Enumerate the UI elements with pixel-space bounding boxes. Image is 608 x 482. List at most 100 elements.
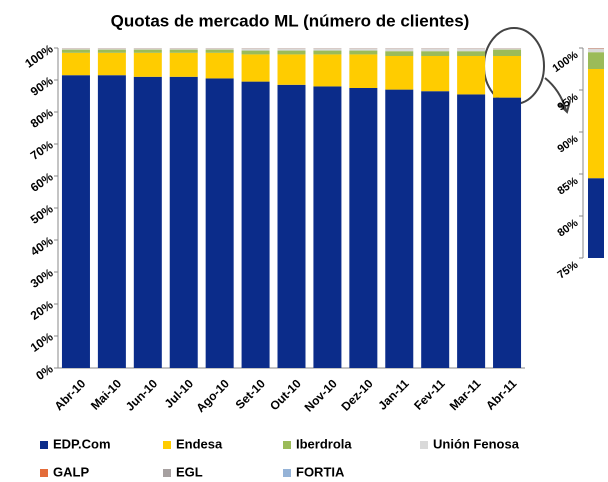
legend-label: Unión Fenosa xyxy=(433,436,520,451)
y-tick-label: 30% xyxy=(28,265,56,290)
x-tick-label: Jan-11 xyxy=(375,376,412,413)
bar-segment xyxy=(349,88,378,368)
bar-segment xyxy=(169,52,198,77)
bar-segment xyxy=(61,49,90,53)
bar-segment xyxy=(421,91,450,368)
bar-segment xyxy=(349,50,378,55)
bar-segment xyxy=(457,48,486,52)
bar-segment xyxy=(205,52,234,79)
inset-y-tick-label: 90% xyxy=(555,133,580,156)
inset-bar-segment xyxy=(588,52,604,69)
legend-swatch xyxy=(163,441,171,449)
inset-y-tick-label: 80% xyxy=(555,217,580,240)
legend-swatch xyxy=(40,441,48,449)
bar-segment xyxy=(457,51,486,56)
bar-segment xyxy=(133,52,162,77)
legend-swatch xyxy=(283,469,291,477)
x-tick-label: Mai-10 xyxy=(88,376,125,413)
bar-segment xyxy=(385,56,414,90)
y-tick-label: 80% xyxy=(28,105,56,130)
bar-segment xyxy=(97,52,126,76)
bar-segment xyxy=(313,86,342,369)
bar-segment xyxy=(313,54,342,87)
bar-segment xyxy=(277,84,306,369)
bar-segment xyxy=(241,50,270,55)
bar-segment xyxy=(421,56,450,92)
inset-bar-segment xyxy=(588,69,604,179)
x-tick-label: Nov-10 xyxy=(302,376,340,414)
inset-bar-segment xyxy=(588,178,604,258)
bar-segment xyxy=(169,49,198,53)
x-tick-label: Jul-10 xyxy=(162,376,197,411)
bar-segment xyxy=(493,49,522,56)
bar-segment xyxy=(421,51,450,56)
x-tick-label: Abr-10 xyxy=(52,376,89,413)
bar-segment xyxy=(493,97,522,368)
x-tick-label: Jun-10 xyxy=(123,376,160,413)
bar-segment xyxy=(241,54,270,82)
legend-swatch xyxy=(420,441,428,449)
legend-label: EGL xyxy=(176,464,203,479)
inset-y-tick-label: 100% xyxy=(550,49,580,75)
bar-segment xyxy=(277,54,306,85)
inset-y-tick-label: 85% xyxy=(555,175,580,198)
bar-segment xyxy=(205,78,234,369)
y-tick-label: 0% xyxy=(33,361,56,383)
bar-segment xyxy=(421,48,450,52)
legend-label: GALP xyxy=(53,464,89,479)
bar-segment xyxy=(385,89,414,368)
y-tick-label: 20% xyxy=(28,297,56,322)
bar-segment xyxy=(169,48,198,50)
bar-segment xyxy=(133,76,162,369)
zoom-arrow xyxy=(544,77,567,111)
x-tick-label: Abr-11 xyxy=(483,376,520,413)
x-tick-label: Set-10 xyxy=(233,376,269,412)
bar-segment xyxy=(493,56,522,98)
legend-swatch xyxy=(40,469,48,477)
bar-segment xyxy=(349,54,378,88)
bar-segment xyxy=(133,49,162,53)
bar-segment xyxy=(61,75,90,368)
bar-segment xyxy=(241,48,270,51)
bar-segment xyxy=(457,56,486,95)
x-tick-label: Fev-11 xyxy=(411,376,448,413)
legend-label: Iberdrola xyxy=(296,436,352,451)
bar-segment xyxy=(169,76,198,369)
legend-label: Endesa xyxy=(176,436,223,451)
zoom-arrow-head xyxy=(558,100,571,114)
bar-segment xyxy=(205,48,234,50)
legend-swatch xyxy=(163,469,171,477)
y-tick-label: 70% xyxy=(28,137,56,162)
y-tick-label: 50% xyxy=(28,201,56,226)
bar-segment xyxy=(349,48,378,51)
x-tick-label: Mar-11 xyxy=(447,376,484,413)
legend-label: EDP.Com xyxy=(53,436,111,451)
bar-segment xyxy=(133,48,162,50)
bar-segment xyxy=(277,50,306,55)
bar-segment xyxy=(385,51,414,56)
bar-segment xyxy=(61,48,90,50)
bar-segment xyxy=(457,94,486,369)
bar-segment xyxy=(241,81,270,368)
bar-segment xyxy=(277,48,306,51)
bar-segment xyxy=(61,52,90,76)
legend-swatch xyxy=(283,441,291,449)
bar-segment xyxy=(493,48,522,50)
x-tick-label: Dez-10 xyxy=(338,376,375,413)
y-tick-label: 10% xyxy=(28,329,56,354)
inset-bar-segment xyxy=(588,48,604,53)
x-tick-label: Ago-10 xyxy=(193,376,232,415)
y-tick-label: 60% xyxy=(28,169,56,194)
bar-segment xyxy=(97,49,126,53)
legend-label: FORTIA xyxy=(296,464,345,479)
y-tick-label: 100% xyxy=(22,41,55,70)
y-tick-label: 90% xyxy=(28,73,56,98)
chart-title: Quotas de mercado ML (número de clientes… xyxy=(111,11,470,30)
x-tick-label: Out-10 xyxy=(267,376,304,413)
bar-segment xyxy=(97,75,126,368)
bar-segment xyxy=(313,48,342,51)
bar-segment xyxy=(385,48,414,52)
bar-segment xyxy=(205,49,234,53)
y-tick-label: 40% xyxy=(28,233,56,258)
